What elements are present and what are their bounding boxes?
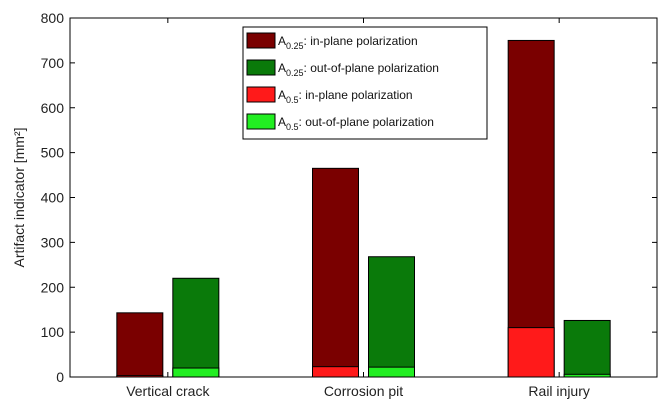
legend: A0.25: in-plane polarization A0.25: out-o… [242, 26, 488, 140]
x-tick-label: Corrosion pit [324, 383, 403, 399]
y-tick-label: 500 [41, 145, 65, 161]
y-tick-label: 100 [41, 324, 65, 340]
y-tick-label: 0 [56, 369, 64, 385]
y-tick-label: 700 [41, 55, 65, 71]
x-tick-label: Rail injury [528, 383, 589, 399]
bar-series0-corrosion-pit [312, 167, 359, 378]
legend-swatch [246, 59, 276, 76]
bar-series1-vertical-crack [172, 277, 220, 378]
bar-series0-vertical-crack [116, 312, 164, 378]
legend-entry-label: A0.25: out-of-plane polarization [278, 61, 439, 78]
legend-swatch [246, 86, 276, 103]
bar-series3-vertical-crack [172, 367, 220, 378]
y-tick-label: 300 [41, 234, 65, 250]
y-tick-label: 200 [41, 279, 65, 295]
bar-series3-corrosion-pit [368, 366, 415, 378]
ticks-layer: 0 100 200 300 400 500 600 700 800 Vertical crack C… [41, 10, 657, 399]
x-tick-label: Vertical crack [126, 383, 210, 399]
bars-layer [116, 39, 611, 378]
bar-series0-rail-injury [507, 39, 555, 378]
legend-swatch [246, 32, 276, 49]
bar-series1-corrosion-pit [368, 256, 415, 378]
y-axis-label: Artifact indicator [mm²] [11, 127, 27, 267]
legend-entry-label: A0.5: out-of-plane polarization [278, 115, 434, 132]
legend-entry-label: A0.5: in-plane polarization [278, 88, 413, 105]
bar-series1-rail-injury [563, 319, 611, 378]
y-tick-label: 400 [41, 190, 65, 206]
bar-series2-rail-injury [507, 327, 555, 378]
legend-box [242, 26, 488, 140]
legend-entry-label: A0.25: in-plane polarization [278, 34, 418, 51]
legend-swatch [246, 113, 276, 130]
y-tick-label: 800 [41, 10, 65, 26]
y-tick-label: 600 [41, 100, 65, 116]
bar-series2-corrosion-pit [312, 366, 359, 378]
